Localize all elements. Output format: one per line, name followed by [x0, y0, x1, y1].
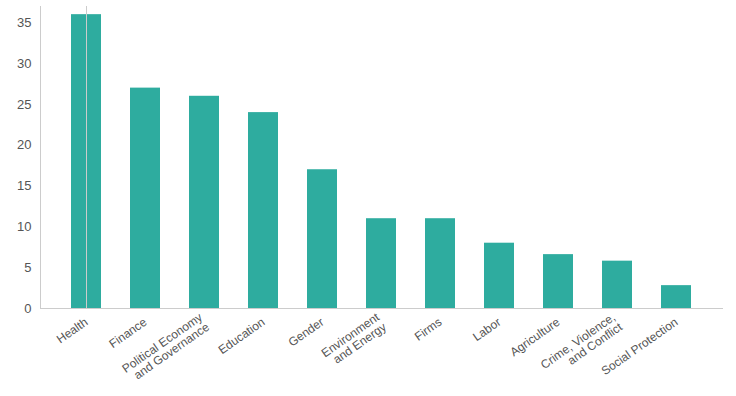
svg-text:15: 15: [17, 178, 31, 193]
svg-text:Environmentand Energy: Environmentand Energy: [319, 310, 390, 370]
svg-text:0: 0: [24, 301, 31, 316]
svg-text:Firms: Firms: [412, 315, 445, 344]
svg-text:Education: Education: [216, 315, 268, 357]
svg-text:5: 5: [24, 260, 31, 275]
svg-text:Political Economyand Governanc: Political Economyand Governance: [119, 310, 212, 386]
svg-text:10: 10: [17, 219, 31, 234]
svg-text:Health: Health: [54, 315, 90, 346]
svg-text:Finance: Finance: [106, 315, 149, 351]
svg-text:Labor: Labor: [470, 315, 503, 344]
svg-text:Gender: Gender: [286, 315, 327, 349]
svg-text:30: 30: [17, 56, 31, 71]
svg-text:Social Protection: Social Protection: [599, 315, 681, 378]
svg-text:25: 25: [17, 97, 31, 112]
svg-text:35: 35: [17, 15, 31, 30]
svg-text:20: 20: [17, 137, 31, 152]
